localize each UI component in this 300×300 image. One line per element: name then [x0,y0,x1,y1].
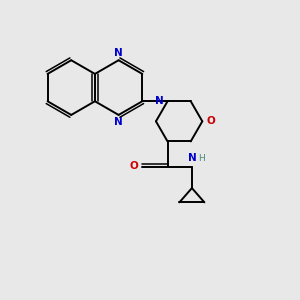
Text: N: N [114,48,123,58]
Text: O: O [130,161,139,171]
Text: N: N [188,153,196,163]
Text: H: H [198,154,205,163]
Text: N: N [155,96,164,106]
Text: N: N [114,117,123,127]
Text: O: O [206,116,215,126]
